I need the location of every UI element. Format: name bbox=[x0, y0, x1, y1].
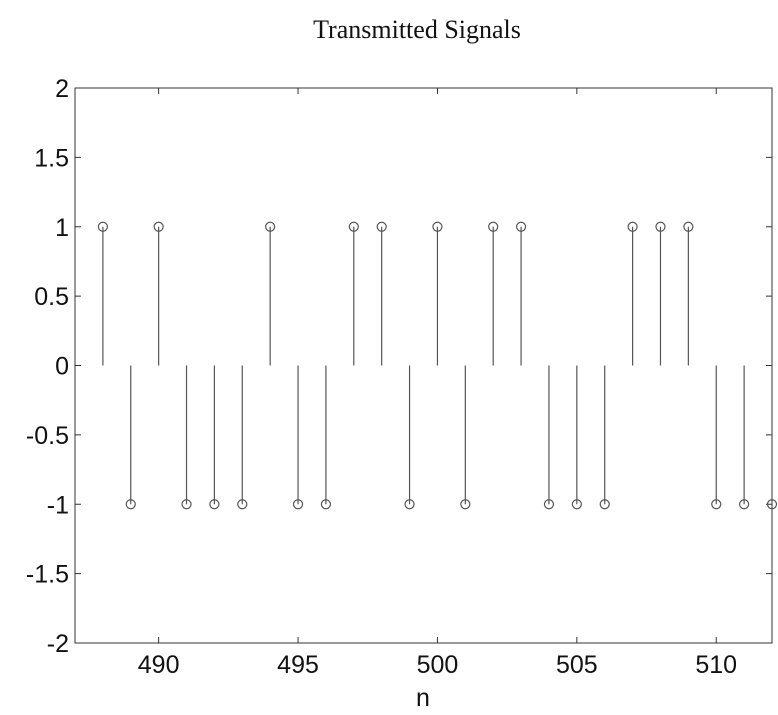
y-tick-label: 0.5 bbox=[34, 283, 69, 311]
x-tick-label: 490 bbox=[138, 651, 180, 679]
plot-frame bbox=[74, 87, 773, 644]
stem-marker bbox=[515, 221, 527, 232]
stem-marker bbox=[376, 221, 387, 232]
stem-marker bbox=[237, 499, 248, 510]
stem-marker bbox=[655, 221, 666, 232]
y-tick-label: -0.5 bbox=[26, 422, 69, 450]
x-axis-label: n bbox=[416, 684, 430, 712]
stem-marker bbox=[181, 499, 192, 510]
stem-marker bbox=[292, 499, 304, 510]
stem-marker bbox=[209, 499, 220, 510]
stem-marker bbox=[766, 499, 778, 510]
stem-marker bbox=[153, 221, 164, 232]
y-tick-label: 0 bbox=[55, 353, 69, 381]
y-tick-label: 1.5 bbox=[34, 144, 69, 172]
y-tick-label: -2 bbox=[47, 630, 69, 658]
x-tick-label: 495 bbox=[277, 651, 319, 679]
stem-marker bbox=[739, 499, 750, 510]
stem-marker bbox=[320, 499, 332, 510]
y-tick-label: 1 bbox=[55, 214, 69, 242]
x-tick-label: 500 bbox=[417, 651, 459, 679]
stem-marker bbox=[488, 221, 499, 232]
stem-marker bbox=[683, 221, 694, 232]
stem-marker bbox=[571, 499, 582, 510]
stem-marker bbox=[97, 221, 108, 232]
stem-marker bbox=[599, 499, 610, 510]
stem-marker bbox=[543, 499, 555, 510]
stem-marker bbox=[348, 221, 359, 232]
stem-marker bbox=[404, 499, 415, 510]
y-tick-label: -1.5 bbox=[26, 561, 69, 589]
stem-marker bbox=[460, 499, 471, 510]
x-tick-label: 505 bbox=[556, 651, 598, 679]
stem-marker bbox=[265, 221, 276, 232]
stem-marker bbox=[125, 499, 136, 510]
y-tick-label: 2 bbox=[55, 75, 69, 103]
y-tick-label: -1 bbox=[47, 491, 69, 519]
stem-marker bbox=[627, 221, 638, 232]
stem-marker bbox=[711, 499, 722, 510]
x-tick-label: 510 bbox=[695, 651, 737, 679]
chart-title: Transmitted Signals bbox=[313, 15, 521, 44]
stem-marker bbox=[432, 221, 443, 232]
